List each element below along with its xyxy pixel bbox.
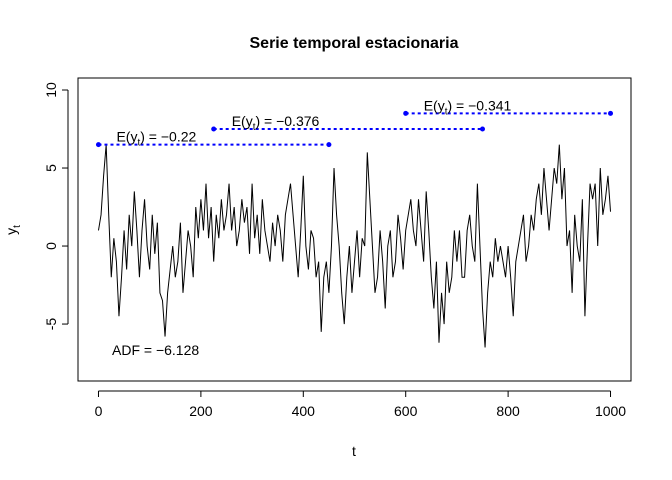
segment-label-post: ) = −0.376 [255,113,319,129]
y-tick-label: 0 [43,242,59,250]
segment-endpoint [608,110,614,116]
plot-frame [77,77,632,382]
segment-label-pre: E(y [232,113,253,129]
segment-label: E(yt) = −0.341 [424,97,512,117]
segment-label-pre: E(y [116,129,137,145]
segment-endpoint [480,126,486,132]
segment-endpoint [326,142,332,148]
x-tick-label: 600 [394,403,418,419]
segment-label-sub: t [445,106,448,117]
segment-label-post: ) = −0.341 [447,97,511,113]
segment-endpoint [403,110,409,116]
x-tick-label: 200 [189,403,213,419]
segment-label: E(yt) = −0.376 [232,113,320,133]
series-line [97,144,612,348]
segment-label-sub: t [137,138,140,149]
chart-title: Serie temporal estacionaria [250,35,459,52]
y-axis-label-base: y [3,228,19,235]
annotation: ADF = −6.128 [112,342,199,358]
segment-endpoint [95,142,101,148]
segment-label: E(yt) = −0.22 [116,129,196,149]
x-tick-label: 0 [95,403,103,419]
y-tick-label: -5 [43,318,59,331]
segment-endpoint [211,126,217,132]
segment-label-post: ) = −0.22 [140,129,196,145]
x-tick-label: 1000 [595,403,626,419]
segment-label-pre: E(y [424,97,445,113]
y-axis-label-sub: t [12,225,23,228]
segment-label-sub: t [253,122,256,133]
y-tick-label: 10 [43,82,59,98]
x-axis-label: t [352,443,356,459]
x-tick-label: 800 [496,403,520,419]
x-tick-label: 400 [292,403,316,419]
y-tick-label: 5 [43,164,59,172]
y-axis-label: yt [3,225,23,235]
